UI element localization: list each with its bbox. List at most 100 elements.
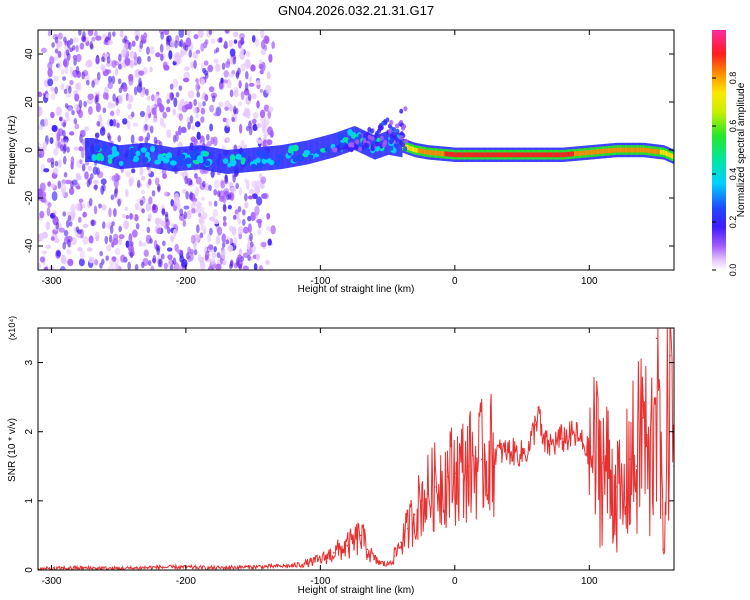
ridge-core xyxy=(518,152,520,158)
ridge-core xyxy=(670,153,673,159)
plume-blob xyxy=(395,123,400,129)
heatmap-speckle xyxy=(95,35,102,41)
ridge-halo xyxy=(236,149,238,174)
ridge-core xyxy=(469,152,472,158)
heatmap-speckle xyxy=(170,234,175,242)
heatmap-speckle xyxy=(249,188,254,195)
heatmap-speckle xyxy=(210,136,215,145)
heatmap-streak xyxy=(208,184,212,192)
heatmap-speckle xyxy=(183,205,190,210)
heatmap-streak xyxy=(206,133,210,141)
heatmap-speckle xyxy=(109,110,115,117)
ridge-core xyxy=(524,152,526,158)
ridge-core xyxy=(664,150,667,156)
ridge-core xyxy=(417,148,420,153)
heatmap-speckle xyxy=(190,234,196,244)
heatmap-speckle xyxy=(257,228,262,236)
ridge-halo xyxy=(207,146,209,171)
heatmap-streak xyxy=(141,261,145,269)
colorbar-ticks: 0.0 0.2 0.4 0.6 0.8 xyxy=(712,72,738,276)
ridge-halo xyxy=(155,144,157,169)
heatmap-speckle xyxy=(76,232,81,239)
heatmap-streak xyxy=(202,180,206,188)
ridge-core xyxy=(658,149,661,155)
snr-point xyxy=(393,555,396,557)
heatmap-speckle xyxy=(162,173,167,179)
ridge-halo xyxy=(220,148,223,173)
heatmap-speckle xyxy=(271,41,275,49)
heatmap-streak xyxy=(166,226,171,234)
heatmap-streak xyxy=(241,209,246,216)
heatmap-speckle xyxy=(233,87,239,95)
heatmap-speckle xyxy=(246,180,250,190)
spectrogram-y-axis-label: Frequency (Hz) xyxy=(7,116,18,185)
snr-point xyxy=(655,337,658,340)
heatmap-speckle xyxy=(123,43,130,50)
heatmap-speckle xyxy=(63,229,69,237)
snr-line xyxy=(38,328,674,570)
ridge-core xyxy=(406,144,409,150)
heatmap-speckle xyxy=(38,124,44,131)
ridge-core xyxy=(467,152,470,158)
heatmap-speckle xyxy=(260,176,267,184)
ridge-core xyxy=(642,147,645,153)
heatmap-speckle xyxy=(72,37,79,44)
ridge-halo xyxy=(238,148,241,173)
heatmap-speckle xyxy=(266,212,271,220)
y-tick-label: 2 xyxy=(24,428,35,434)
ridge-blob xyxy=(93,145,101,152)
heatmap-speckle xyxy=(269,130,274,138)
plume-blob xyxy=(362,138,367,144)
heatmap-streak xyxy=(235,257,240,267)
ridge-core xyxy=(564,152,566,158)
heatmap-speckle xyxy=(114,67,119,76)
heatmap-speckle xyxy=(186,30,191,37)
heatmap-speckle xyxy=(224,30,230,34)
snr-point xyxy=(648,486,651,488)
ridge-core xyxy=(457,152,460,158)
ridge-core xyxy=(436,150,438,156)
ridge-core xyxy=(638,147,640,153)
heatmap-streak xyxy=(172,134,177,143)
heatmap-speckle xyxy=(182,219,187,227)
ridge-halo xyxy=(271,145,274,170)
x-tick-label: -200 xyxy=(176,276,196,287)
ridge-halo xyxy=(314,138,317,163)
heatmap-speckle xyxy=(62,187,66,198)
ridge-halo xyxy=(358,128,361,153)
heatmap-speckle xyxy=(56,40,63,48)
heatmap-streak xyxy=(235,70,240,80)
heatmap-speckle xyxy=(118,237,123,246)
heatmap-streak xyxy=(122,38,126,44)
ridge-core xyxy=(577,151,580,156)
colorbar-tick-label: 0.8 xyxy=(728,72,738,85)
heatmap-speckle xyxy=(47,78,54,87)
heatmap-speckle xyxy=(181,258,188,268)
heatmap-speckle xyxy=(204,183,210,191)
heatmap-streak xyxy=(160,31,164,40)
heatmap-speckle xyxy=(147,178,152,186)
heatmap-speckle xyxy=(204,94,209,102)
snr-point xyxy=(622,506,624,509)
heatmap-speckle xyxy=(39,182,46,193)
heatmap-speckle xyxy=(259,88,264,94)
ridge-halo xyxy=(295,142,298,167)
heatmap-speckle xyxy=(210,38,216,45)
heatmap-speckle xyxy=(38,234,42,242)
heatmap-speckle xyxy=(173,196,180,207)
ridge-halo xyxy=(156,144,159,169)
heatmap-speckle xyxy=(82,236,89,245)
heatmap-streak xyxy=(193,249,198,256)
heatmap-speckle xyxy=(266,71,271,80)
heatmap-streak xyxy=(118,53,122,62)
heatmap-speckle xyxy=(116,174,121,181)
heatmap-speckle xyxy=(194,121,201,128)
heatmap-streak xyxy=(62,122,66,128)
ridge-core xyxy=(431,150,433,156)
ridge-core xyxy=(534,152,536,158)
heatmap-speckle xyxy=(247,195,254,200)
heatmap-streak xyxy=(82,36,86,43)
ridge-halo xyxy=(86,138,88,162)
heatmap-speckle xyxy=(157,97,162,107)
ridge-halo xyxy=(293,142,295,167)
